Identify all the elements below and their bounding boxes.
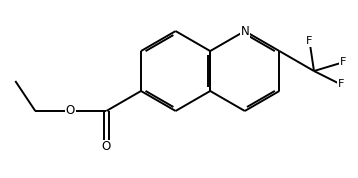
Text: N: N (241, 25, 249, 38)
Text: O: O (102, 140, 111, 153)
Text: O: O (66, 104, 75, 117)
Text: F: F (339, 57, 346, 67)
Text: F: F (306, 36, 313, 46)
Text: F: F (338, 79, 344, 89)
